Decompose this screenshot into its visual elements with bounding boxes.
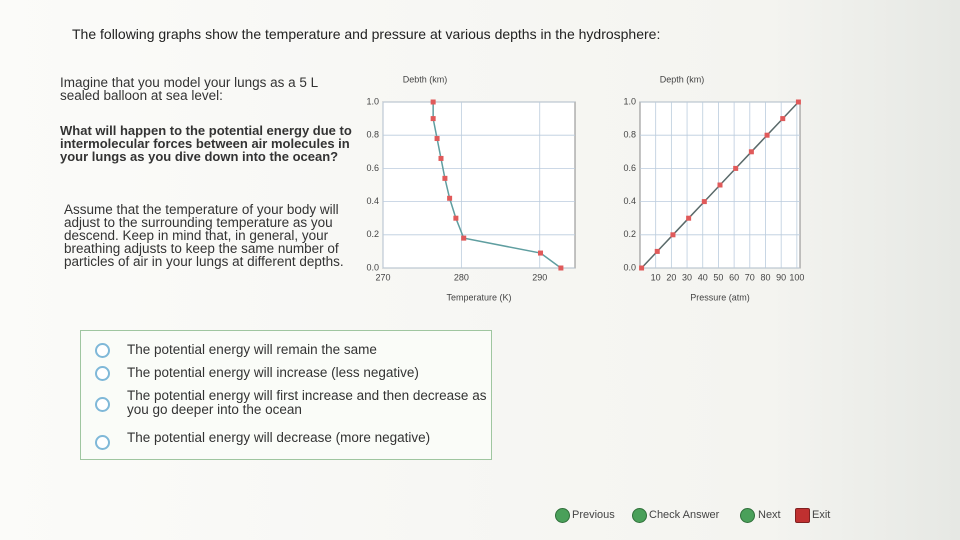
button-icon[interactable]	[555, 508, 570, 523]
data-point	[764, 132, 770, 138]
button-icon[interactable]	[632, 508, 647, 523]
question-intro: Imagine that you model your lungs as a 5…	[60, 75, 318, 103]
data-point	[430, 99, 436, 105]
data-point	[430, 116, 436, 122]
button-icon[interactable]	[795, 508, 810, 523]
y-tick-label: 1.0	[623, 96, 636, 106]
button[interactable]: Exit	[812, 509, 831, 521]
y-tick-label: 0.0	[366, 262, 379, 272]
question-prompt: What will happen to the potential energy…	[60, 123, 352, 164]
data-point	[795, 99, 801, 105]
x-tick-label: 30	[682, 272, 692, 282]
data-point	[654, 248, 660, 254]
x-tick-label: 280	[454, 272, 469, 282]
question-note: Assume that the temperature of your body…	[64, 202, 344, 269]
y-tick-label: 0.4	[366, 196, 379, 206]
radio[interactable]	[95, 435, 110, 450]
plot-area	[382, 101, 576, 269]
data-point	[701, 199, 707, 205]
data-point	[558, 265, 564, 271]
option[interactable]: The potential energy will decrease (more…	[127, 430, 431, 445]
y-tick-label: 0.4	[623, 196, 636, 206]
x-tick-label: 60	[729, 272, 739, 282]
x-tick-label: 80	[760, 272, 770, 282]
radio[interactable]	[95, 397, 110, 412]
x-tick-label: 70	[745, 272, 755, 282]
x-tick-label: 90	[776, 272, 786, 282]
x-tick-label: 100	[789, 272, 804, 282]
x-tick-label: 40	[698, 272, 708, 282]
data-point	[717, 182, 723, 188]
x-axis-label: Temperature (K)	[446, 292, 511, 302]
x-tick-label: 10	[651, 272, 661, 282]
option[interactable]: The potential energy will increase (less…	[127, 365, 419, 380]
data-point	[748, 149, 754, 155]
x-tick-label: 50	[713, 272, 723, 282]
y-axis-label: Depth (km)	[660, 74, 705, 84]
x-tick-label: 270	[375, 272, 390, 282]
y-tick-label: 0.6	[623, 163, 636, 173]
option[interactable]: The potential energy will remain the sam…	[127, 342, 377, 357]
data-point	[453, 215, 459, 221]
y-tick-label: 0.8	[366, 130, 379, 140]
button-icon[interactable]	[740, 508, 755, 523]
data-point	[434, 136, 440, 142]
x-tick-label: 290	[532, 272, 547, 282]
x-tick-label: 20	[666, 272, 676, 282]
option[interactable]: The potential energy will first increase…	[127, 388, 487, 417]
data-point	[538, 250, 544, 256]
button[interactable]: Previous	[572, 509, 615, 521]
data-point	[461, 235, 467, 241]
button[interactable]: Next	[758, 509, 781, 521]
x-axis-label: Pressure (atm)	[690, 292, 750, 302]
data-point	[438, 155, 444, 161]
page-title: The following graphs show the temperatur…	[72, 26, 661, 42]
data-point	[686, 215, 692, 221]
data-point	[780, 116, 786, 122]
radio[interactable]	[95, 366, 110, 381]
y-tick-label: 0.2	[366, 229, 379, 239]
data-point	[447, 195, 453, 201]
data-point	[733, 165, 739, 171]
button[interactable]: Check Answer	[649, 509, 720, 521]
y-tick-label: 0.0	[623, 262, 636, 272]
answer-options: The potential energy will remain the sam…	[80, 330, 492, 460]
data-line	[432, 102, 562, 269]
data-point	[442, 175, 448, 181]
data-point	[670, 232, 676, 238]
y-axis-label: Debth (km)	[403, 74, 448, 84]
y-tick-label: 0.2	[623, 229, 636, 239]
y-tick-label: 0.8	[623, 130, 636, 140]
y-tick-label: 0.6	[366, 163, 379, 173]
y-tick-label: 1.0	[366, 96, 379, 106]
data-point	[639, 265, 645, 271]
radio[interactable]	[95, 343, 110, 358]
